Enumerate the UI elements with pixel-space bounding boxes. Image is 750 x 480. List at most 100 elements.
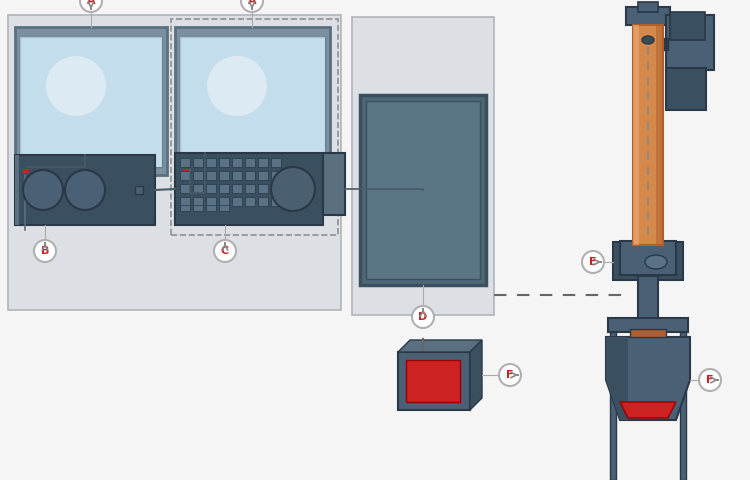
Bar <box>258 197 268 206</box>
Text: A: A <box>248 0 256 6</box>
Bar <box>620 241 676 275</box>
Bar <box>15 155 19 225</box>
Bar <box>219 197 229 206</box>
Bar <box>193 158 203 167</box>
Bar <box>638 2 658 12</box>
Bar <box>608 318 688 332</box>
Bar <box>20 37 162 167</box>
Ellipse shape <box>642 36 654 44</box>
Bar <box>633 25 639 245</box>
Bar <box>323 153 345 215</box>
Bar <box>219 184 229 193</box>
Bar <box>175 27 330 175</box>
Bar <box>219 205 229 211</box>
Polygon shape <box>620 402 676 418</box>
Bar <box>360 95 486 285</box>
Bar <box>406 360 460 402</box>
Bar <box>180 205 190 211</box>
Bar <box>258 158 268 167</box>
Polygon shape <box>606 337 628 420</box>
Bar <box>245 184 255 193</box>
Polygon shape <box>398 340 482 352</box>
Text: F: F <box>706 375 714 385</box>
Text: B: B <box>40 246 50 256</box>
Bar <box>352 17 494 315</box>
Bar <box>8 15 341 310</box>
Polygon shape <box>470 340 482 410</box>
Bar <box>15 155 155 225</box>
Bar <box>245 197 255 206</box>
Bar <box>180 184 190 193</box>
Bar <box>219 171 229 180</box>
Bar <box>180 37 325 167</box>
Bar <box>245 158 255 167</box>
Bar <box>206 171 216 180</box>
Bar <box>232 171 242 180</box>
Bar <box>666 15 714 70</box>
Bar <box>135 186 143 194</box>
Bar <box>271 158 281 167</box>
Bar <box>610 332 616 480</box>
Bar <box>180 158 190 167</box>
Ellipse shape <box>645 255 667 269</box>
Bar <box>613 242 683 280</box>
Text: E: E <box>590 257 597 267</box>
Text: A: A <box>87 0 95 6</box>
Bar <box>666 68 706 110</box>
Bar <box>206 184 216 193</box>
Bar <box>680 332 686 480</box>
Bar <box>206 158 216 167</box>
Circle shape <box>80 0 102 12</box>
Circle shape <box>412 306 434 328</box>
Bar <box>638 276 658 322</box>
Bar <box>232 184 242 193</box>
Bar <box>398 352 470 410</box>
Bar <box>193 171 203 180</box>
Bar <box>23 169 29 173</box>
Circle shape <box>271 167 315 211</box>
Bar <box>193 205 203 211</box>
Bar <box>271 171 281 180</box>
Bar <box>366 101 480 279</box>
Circle shape <box>23 170 63 210</box>
Bar <box>656 25 663 245</box>
Circle shape <box>207 56 267 116</box>
Bar <box>232 158 242 167</box>
Bar <box>258 171 268 180</box>
Bar <box>633 25 663 245</box>
Text: C: C <box>221 246 229 256</box>
Bar <box>258 184 268 193</box>
Bar <box>630 329 666 337</box>
Circle shape <box>582 251 604 273</box>
Bar <box>183 169 189 173</box>
Bar <box>271 184 281 193</box>
Circle shape <box>699 369 721 391</box>
Bar <box>219 158 229 167</box>
Bar <box>175 153 323 225</box>
Bar <box>180 171 190 180</box>
Bar <box>15 27 167 175</box>
Bar <box>193 184 203 193</box>
Circle shape <box>241 0 263 12</box>
Bar <box>232 197 242 206</box>
Bar <box>180 37 325 167</box>
Bar <box>626 7 670 25</box>
Bar <box>206 197 216 206</box>
Bar <box>20 37 162 167</box>
Bar <box>662 38 668 50</box>
Bar <box>180 197 190 206</box>
Text: D: D <box>419 312 428 322</box>
Circle shape <box>499 364 521 386</box>
Circle shape <box>34 240 56 262</box>
Bar <box>206 205 216 211</box>
Bar <box>271 197 281 206</box>
Polygon shape <box>606 337 690 420</box>
Bar <box>193 197 203 206</box>
Bar <box>245 171 255 180</box>
Text: F: F <box>506 370 514 380</box>
Circle shape <box>65 170 105 210</box>
Bar <box>670 12 705 40</box>
Bar <box>171 19 338 235</box>
Circle shape <box>46 56 106 116</box>
Circle shape <box>214 240 236 262</box>
